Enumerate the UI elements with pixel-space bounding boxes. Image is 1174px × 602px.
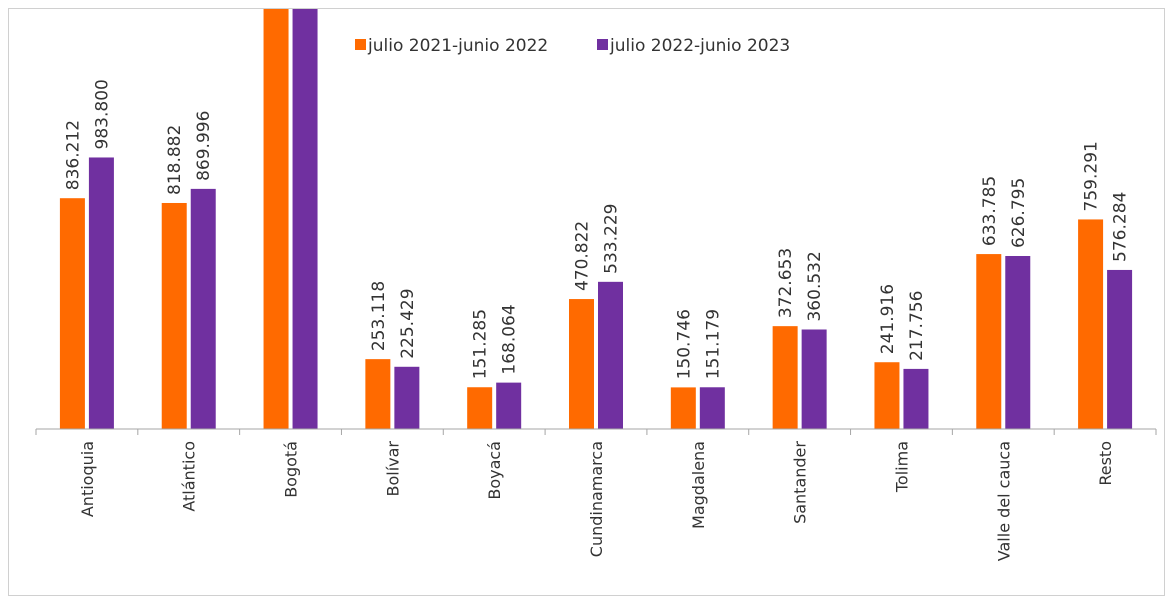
bar-series1-atlántico: [161, 202, 187, 429]
bar-series2-tolima: [903, 368, 929, 429]
bar-chart: julio 2021-junio 2022 julio 2022-junio 20…: [35, 9, 1157, 562]
bar-series2-bolívar: [394, 366, 420, 429]
category-label: Magdalena: [689, 441, 708, 529]
bar-series1-cundinamarca: [569, 299, 594, 429]
data-label: 626.795: [1009, 178, 1029, 248]
data-label: 253.118: [369, 281, 389, 351]
data-label: 869.996: [194, 111, 214, 181]
data-label: 151.179: [703, 309, 723, 379]
category-label: Santander: [791, 441, 810, 524]
data-label: 225.429: [398, 288, 418, 358]
bar-series1-bolívar: [365, 359, 391, 429]
bar-series1-tolima: [874, 362, 900, 429]
x-axis-tick-labels: Antioquia Atlántico Bogotá Bolívar Boyacá Cun…: [78, 441, 1115, 562]
data-label: 759.291: [1082, 141, 1102, 211]
x-axis-ticks: [35, 429, 1157, 435]
bar-series1-boyacá: [467, 387, 493, 429]
data-label: 241.916: [878, 284, 898, 354]
data-label: 836.212: [63, 120, 83, 190]
data-label: 983.800: [92, 79, 112, 149]
data-label: 151.285: [471, 309, 491, 379]
bar-series2-boyacá: [496, 382, 522, 429]
bar-series1-antioquia: [59, 198, 85, 429]
category-label: Bolívar: [383, 441, 402, 497]
bar-series2-antioquia: [88, 157, 114, 430]
bar-series2-atlántico: [190, 188, 216, 429]
category-label: Tolima: [892, 441, 911, 493]
bar-series2-cundinamarca: [598, 281, 623, 429]
legend: julio 2021-junio 2022 julio 2022-junio 20…: [355, 36, 790, 56]
data-label: 150.746: [674, 309, 694, 379]
data-label: 576.284: [1111, 192, 1131, 262]
data-label: 818.882: [165, 125, 185, 195]
bar-series1-santander: [772, 326, 798, 429]
data-label: 360.532: [805, 251, 825, 321]
category-label: Valle del cauca: [994, 441, 1013, 561]
legend-label: julio 2021-junio 2022: [367, 36, 548, 56]
category-label: Antioquia: [78, 441, 97, 517]
bar-series1-magdalena: [670, 387, 696, 429]
data-label: 470.822: [573, 221, 593, 291]
bar-series2-bogotá: [292, 9, 318, 429]
data-label: 633.785: [980, 176, 1000, 246]
data-label: 533.229: [602, 204, 622, 274]
data-label: 372.653: [776, 248, 796, 318]
bar-series1-valle-del-cauca: [976, 254, 1002, 429]
bar-series1-resto: [1078, 219, 1104, 429]
category-label: Resto: [1096, 441, 1115, 486]
chart-container: julio 2021-junio 2022 julio 2022-junio 20…: [8, 8, 1165, 596]
bar-series1-bogotá: [263, 9, 289, 430]
legend-swatch: [355, 39, 366, 50]
legend-swatch: [597, 39, 608, 50]
bar-series2-santander: [801, 329, 827, 429]
data-labels: 836.212983.800818.882869.9962.034.9582.2…: [63, 79, 1131, 379]
bar-series2-valle-del-cauca: [1005, 256, 1031, 429]
category-label: Boyacá: [485, 441, 504, 500]
legend-label: julio 2022-junio 2023: [609, 36, 790, 56]
category-label: Cundinamarca: [587, 441, 606, 557]
category-label: Bogotá: [282, 441, 301, 498]
data-label: 217.756: [907, 291, 927, 361]
bars: [59, 9, 1133, 430]
bar-series2-resto: [1107, 269, 1133, 429]
data-label: 168.064: [500, 304, 520, 374]
bar-series2-magdalena: [699, 387, 725, 429]
category-label: Atlántico: [180, 441, 199, 512]
